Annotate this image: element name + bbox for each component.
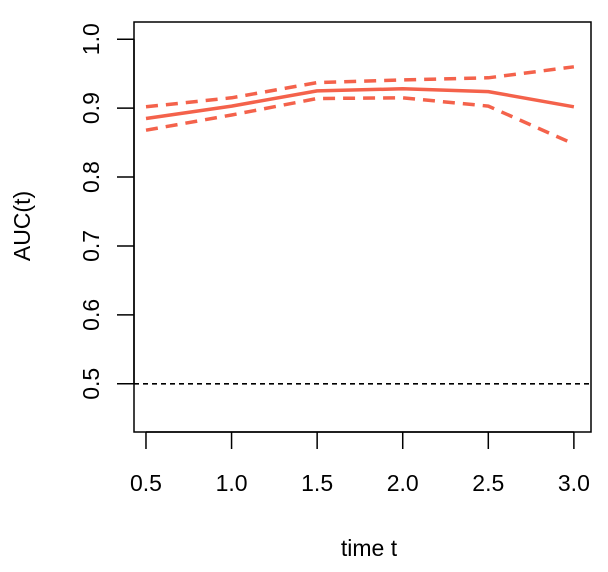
x-tick-label: 2.5 [472, 470, 504, 496]
y-axis: 0.5 0.6 0.7 0.8 0.9 1.0 [78, 23, 135, 400]
y-tick-label: 0.5 [78, 368, 104, 400]
y-tick-label: 0.7 [78, 230, 104, 262]
x-tick-label: 1.5 [301, 470, 333, 496]
plot-area [134, 65, 591, 385]
x-axis: 0.5 1.0 1.5 2.0 2.5 3.0 [130, 431, 590, 496]
series-lower-bound-line [145, 96, 575, 146]
x-tick-label: 0.5 [130, 470, 162, 496]
series-upper-bound-line [145, 65, 575, 109]
x-tick-label: 1.0 [216, 470, 248, 496]
x-tick-label: 3.0 [558, 470, 590, 496]
y-tick-label: 0.6 [78, 299, 104, 331]
plot-frame [133, 21, 592, 433]
y-tick-label: 0.9 [78, 92, 104, 124]
series-estimate-line [145, 87, 575, 121]
x-axis-title: time t [341, 535, 398, 561]
y-tick-label: 0.8 [78, 161, 104, 193]
y-axis-title: AUC(t) [9, 191, 35, 261]
y-tick-label: 1.0 [78, 23, 104, 55]
x-tick-label: 2.0 [387, 470, 419, 496]
